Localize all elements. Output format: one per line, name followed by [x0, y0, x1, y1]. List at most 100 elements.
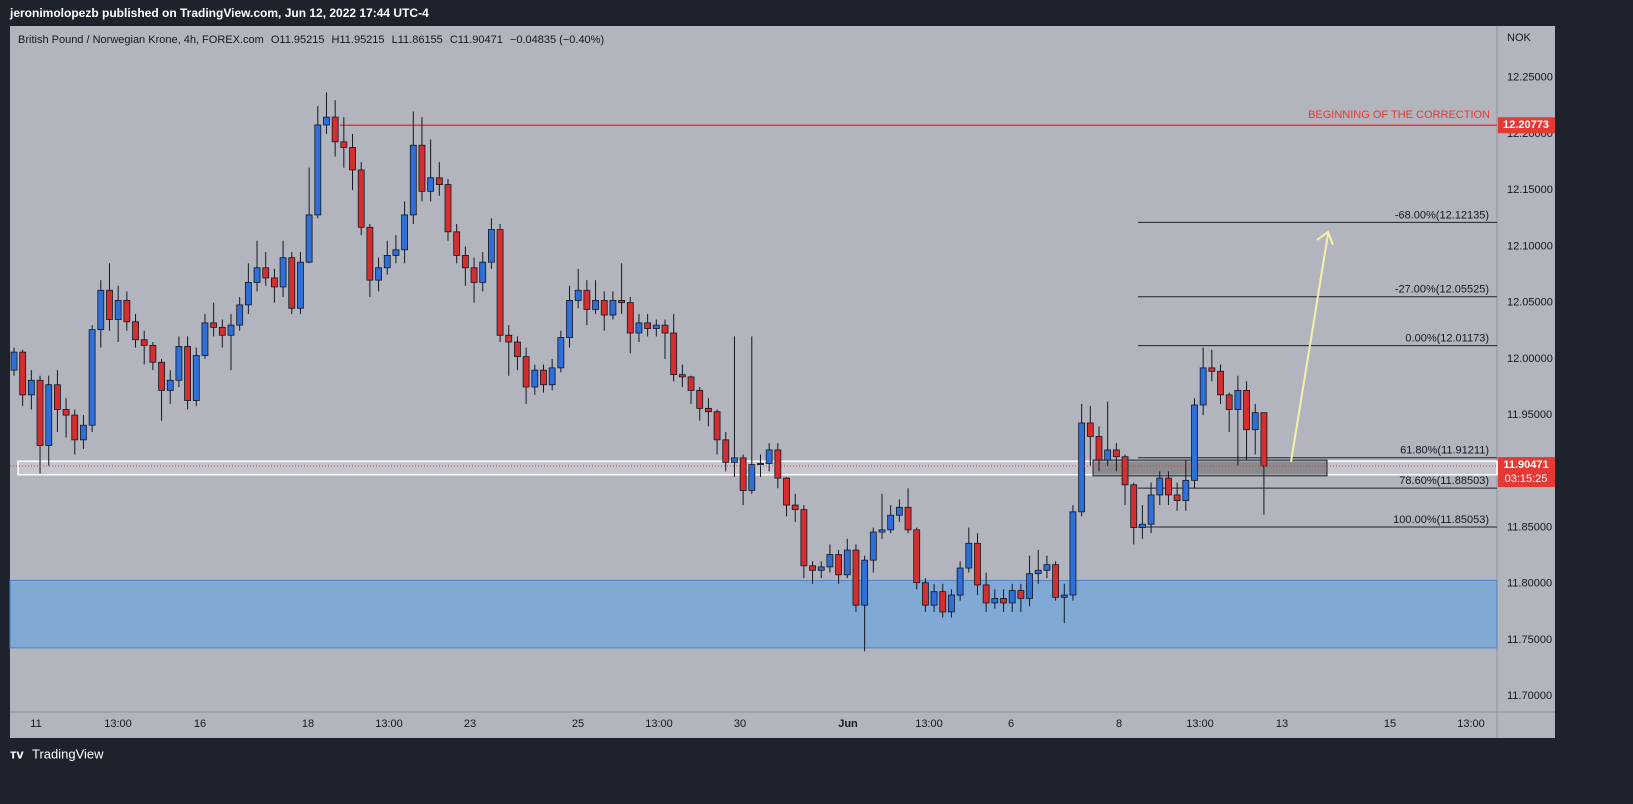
candle-body: [349, 147, 356, 171]
footer: ᴛᴠ TradingView: [10, 746, 104, 761]
candle-body: [227, 324, 235, 336]
fib-label: 0.00%(12.01173): [1405, 333, 1489, 345]
candle-body: [19, 351, 27, 396]
candle-body: [71, 414, 79, 441]
candle-body: [479, 261, 487, 283]
candle-body: [817, 566, 825, 571]
legend-symbol: British Pound / Norwegian Krone, 4h, FOR…: [18, 34, 264, 46]
current-price-label: 11.90471: [1503, 459, 1548, 471]
candle-body: [531, 369, 539, 388]
candle-body: [922, 582, 929, 606]
candle-body: [366, 226, 374, 281]
candle-body: [583, 289, 591, 310]
footer-logo: ᴛᴠ: [10, 746, 24, 761]
candle-body: [453, 231, 461, 256]
resistance-text: BEGINNING OF THE CORRECTION: [1308, 109, 1490, 121]
candle-body: [930, 591, 938, 606]
y-tick-label: 11.70000: [1507, 690, 1552, 702]
candle-body: [1095, 436, 1103, 461]
candle-body: [618, 299, 625, 304]
candle-body: [1260, 412, 1268, 467]
candle-body: [731, 457, 738, 463]
x-tick-label: 15: [1384, 718, 1396, 730]
candle-body: [106, 289, 113, 320]
plot: 12.2500012.2000012.1500012.1000012.05000…: [9, 72, 1555, 730]
y-tick-label: 12.05000: [1507, 297, 1553, 309]
x-tick-label: 6: [1008, 718, 1014, 730]
candle-body: [826, 554, 834, 568]
candle-body: [809, 565, 816, 571]
candle-body: [236, 304, 244, 326]
demand-zone: [9, 579, 1498, 649]
x-tick-label: 8: [1116, 718, 1122, 730]
candle-body: [1191, 404, 1198, 481]
candle-body: [661, 324, 669, 334]
candle-body: [1069, 511, 1077, 596]
candle-body: [1052, 564, 1059, 598]
header: jeronimolopezb published on TradingView.…: [9, 6, 429, 20]
candle-body: [722, 439, 730, 463]
candle-body: [1147, 494, 1155, 525]
candle-body: [869, 531, 877, 561]
candle-body: [340, 141, 348, 148]
candle-body: [678, 374, 686, 378]
candle-body: [592, 299, 599, 310]
candle-body: [1173, 494, 1181, 501]
candle-body: [253, 267, 261, 283]
candle-body: [140, 339, 148, 346]
x-tick-label: 13:00: [1186, 718, 1214, 730]
candle-body: [1156, 477, 1164, 496]
candle-body: [392, 249, 400, 256]
candle-body: [878, 529, 886, 533]
current-price-badge: [1498, 457, 1555, 488]
candle-body: [1130, 484, 1138, 528]
candle-body: [1043, 564, 1051, 571]
candle-body: [1251, 412, 1259, 431]
candle-body: [1112, 449, 1120, 458]
candle-body: [10, 351, 18, 371]
arrow-line: [1290, 233, 1329, 463]
x-tick-label: 13:00: [375, 718, 403, 730]
y-tick-label: 12.15000: [1507, 184, 1553, 196]
candle-body: [114, 299, 122, 320]
countdown-label: 03:15:25: [1505, 473, 1548, 485]
candle-body: [409, 144, 417, 216]
candle-body: [1182, 479, 1190, 501]
candle-body: [427, 177, 435, 192]
candle-body: [1026, 573, 1033, 599]
candle-body: [1008, 590, 1016, 604]
candle-body: [54, 384, 61, 410]
candle-body: [652, 324, 660, 329]
candle-body: [1199, 367, 1207, 406]
candle-body: [123, 299, 131, 323]
candle-body: [201, 322, 209, 356]
candle-body: [1217, 370, 1224, 396]
candle-body: [548, 367, 556, 386]
candle-body: [218, 326, 226, 336]
fib-label: 78.60%(11.88503): [1399, 475, 1489, 487]
candle-body: [97, 289, 105, 331]
y-tick-label: 12.00000: [1507, 353, 1553, 365]
x-tick-label: 18: [302, 718, 314, 730]
x-tick-label: Jun: [838, 718, 858, 730]
candle-body: [696, 389, 704, 409]
x-tick-label: 13:00: [915, 718, 943, 730]
candle-body: [774, 449, 782, 479]
candle-body: [487, 229, 495, 263]
legend-high: H11.95215: [332, 34, 385, 46]
projection-arrow: [1290, 230, 1334, 463]
candle-body: [62, 409, 70, 416]
candle-body: [974, 542, 981, 586]
candle-body: [522, 356, 530, 388]
candle-body: [1078, 422, 1086, 513]
candle-body: [401, 214, 409, 251]
arrow-head: [1316, 230, 1334, 246]
resistance-badge-label: 12.20773: [1503, 119, 1549, 131]
candle-body: [904, 506, 912, 531]
candle-body: [852, 549, 860, 606]
candle-body: [748, 464, 756, 491]
candle-body: [36, 379, 44, 446]
candle-body: [1060, 594, 1068, 598]
candle-body: [1243, 389, 1250, 431]
legend-low: L11.86155: [392, 34, 443, 46]
